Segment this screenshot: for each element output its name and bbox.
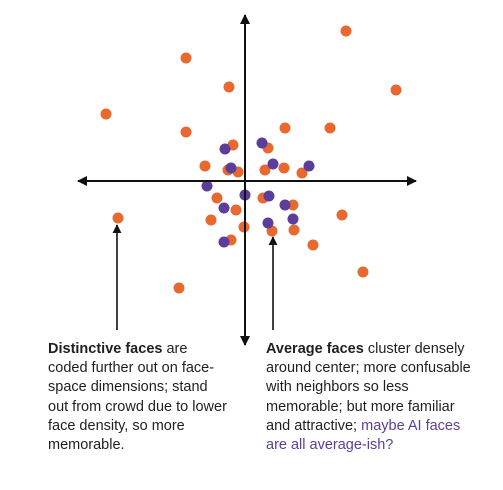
purple-face-dot (218, 202, 230, 214)
orange-face-dot (336, 209, 348, 221)
orange-face-dot (173, 282, 185, 294)
orange-face-dot (357, 266, 369, 278)
ai-faces-note: maybe AI faces are all average-ish? (266, 417, 461, 454)
orange-face-dot (296, 167, 308, 179)
purple-face-dot (256, 137, 268, 149)
orange-face-dot (279, 122, 291, 134)
purple-face-dot (279, 199, 291, 211)
dots-layer (100, 25, 402, 294)
distinctive-faces-heading: Distinctive faces (48, 341, 163, 357)
orange-face-dot (307, 239, 319, 251)
purple-face-dot (219, 143, 231, 155)
orange-face-dot (199, 160, 211, 172)
orange-face-dot (205, 214, 217, 226)
average-faces-text: cluster densely around center; more conf… (266, 341, 471, 434)
orange-face-dot (324, 122, 336, 134)
purple-face-dot (201, 180, 213, 192)
orange-face-dot (390, 84, 402, 96)
orange-face-dot (259, 164, 271, 176)
purple-face-dot (303, 160, 315, 172)
orange-face-dot (100, 108, 112, 120)
purple-face-dot (262, 217, 274, 229)
orange-face-dot (112, 212, 124, 224)
orange-face-dot (223, 81, 235, 93)
orange-face-dot (278, 162, 290, 174)
average-faces-heading: Average faces (266, 341, 364, 357)
orange-face-dot (180, 126, 192, 138)
orange-face-dot (287, 199, 299, 211)
purple-face-dot (263, 190, 275, 202)
orange-face-dot (230, 204, 242, 216)
purple-face-dot (267, 158, 279, 170)
purple-face-dot (218, 236, 230, 248)
orange-face-dot (211, 192, 223, 204)
purple-face-dot (287, 213, 299, 225)
orange-face-dot (340, 25, 352, 37)
orange-face-dot (288, 224, 300, 236)
average-faces-caption: Average faces cluster densely around cen… (266, 340, 481, 455)
purple-face-dot (225, 162, 237, 174)
distinctive-faces-text: are coded further out on face-space dime… (48, 341, 227, 454)
orange-face-dot (180, 52, 192, 64)
distinctive-faces-caption: Distinctive faces are coded further out … (48, 340, 228, 455)
